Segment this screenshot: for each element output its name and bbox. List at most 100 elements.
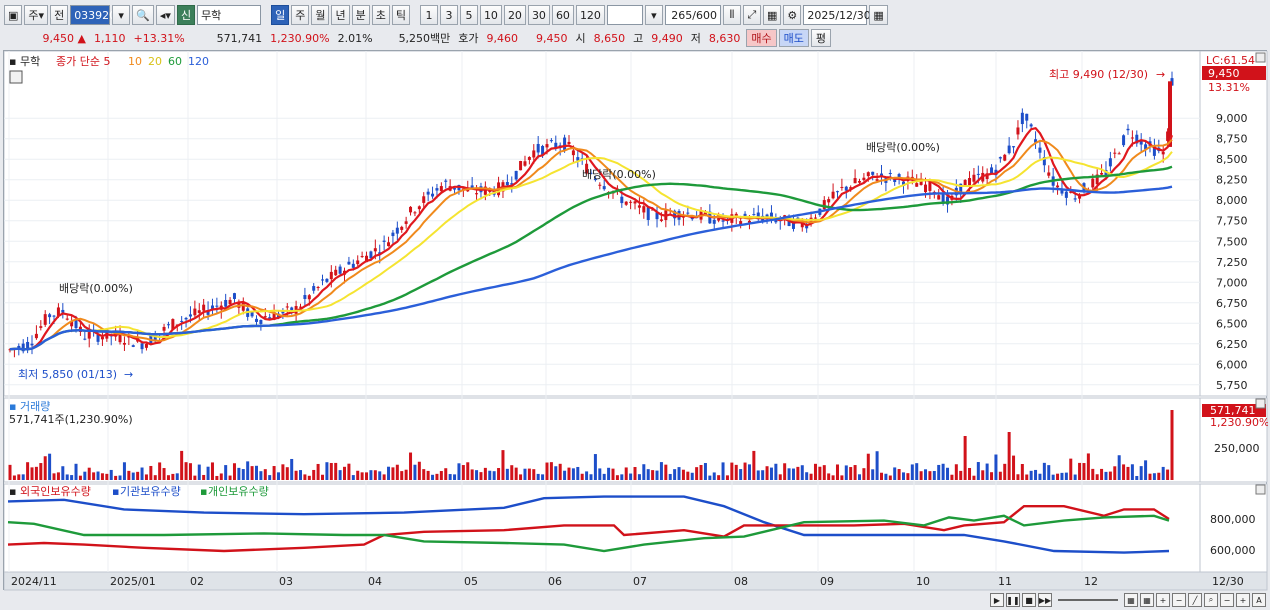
interval-120[interactable]: 120	[575, 5, 605, 25]
candle-body	[791, 218, 795, 229]
fast-forward-icon[interactable]: ▶▶	[1038, 593, 1052, 607]
speaker-icon[interactable]: ◂▾	[155, 5, 175, 25]
candle-body	[545, 144, 549, 148]
interval-20[interactable]: 20	[503, 5, 526, 25]
volume-bar	[303, 474, 307, 480]
volume-bar	[422, 469, 426, 480]
volume-bar	[475, 470, 479, 480]
volume-bar	[541, 474, 545, 480]
chart-panel[interactable]: ▪ 무학 종가 단순 5 10 20 60 120 LC:61.54 9,450…	[3, 50, 1268, 591]
candle-body	[475, 193, 479, 195]
layout-icon[interactable]: ▦	[1124, 593, 1138, 607]
zoom-in-icon[interactable]: +	[1156, 593, 1170, 607]
current-price: 9,450 ▲	[0, 32, 90, 45]
interval-10[interactable]: 10	[479, 5, 502, 25]
calendar-icon[interactable]: ▦	[869, 5, 888, 25]
tab-day[interactable]: 일	[271, 5, 290, 25]
high-arrow-icon: →	[1156, 68, 1165, 81]
crosshair-icon[interactable]: ⤢	[742, 5, 761, 25]
tab-minute[interactable]: 분	[351, 5, 370, 25]
stock-chart[interactable]: ▪ 무학 종가 단순 5 10 20 60 120 LC:61.54 9,450…	[4, 51, 1268, 591]
grid-icon[interactable]: ▦	[1140, 593, 1154, 607]
tab-month[interactable]: 월	[311, 5, 330, 25]
buy-button[interactable]: 매수	[746, 29, 777, 47]
volume-bar	[1108, 471, 1112, 480]
candle-body	[188, 314, 192, 317]
count-field[interactable]: 265/600	[664, 5, 721, 25]
draw-line-icon[interactable]: ╱	[1188, 593, 1202, 607]
interval-dropdown-icon[interactable]: ▾	[644, 5, 663, 25]
candle-body	[162, 326, 166, 331]
current-pct-tag: 13.31%	[1208, 81, 1250, 94]
window-menu-icon[interactable]: ▣	[4, 5, 23, 25]
tab-tick[interactable]: 틱	[391, 5, 410, 25]
period-select[interactable]: 주 ▾	[24, 5, 49, 25]
price-collapse-icon[interactable]	[1255, 52, 1266, 63]
candle-body	[629, 201, 633, 203]
plus-icon[interactable]: +	[1236, 593, 1250, 607]
interval-1[interactable]: 1	[419, 5, 438, 25]
minus-icon[interactable]: −	[1220, 593, 1234, 607]
zoom-slider[interactable]	[1058, 599, 1118, 601]
code-dropdown-icon[interactable]: ▾	[112, 5, 131, 25]
candle-body	[387, 242, 391, 247]
volume-bar	[188, 463, 192, 480]
count-value: 265	[671, 8, 693, 22]
tab-second[interactable]: 초	[371, 5, 390, 25]
interval-60[interactable]: 60	[551, 5, 574, 25]
interval-30[interactable]: 30	[527, 5, 550, 25]
interval-custom-input[interactable]	[606, 5, 643, 25]
volume-bar	[100, 473, 104, 480]
stock-name-field[interactable]: 무학	[197, 5, 262, 25]
candle-body	[272, 312, 276, 320]
candle-body	[470, 185, 474, 188]
volume-bar	[431, 474, 435, 480]
pause-icon[interactable]: ❚❚	[1006, 593, 1020, 607]
text-icon[interactable]: A	[1252, 593, 1266, 607]
volume-bar	[937, 464, 941, 480]
prev-button[interactable]: 전	[50, 5, 69, 25]
search-zoom-icon[interactable]: ⌕	[1204, 593, 1218, 607]
volume-bar	[563, 470, 567, 480]
eval-button[interactable]: 평	[810, 29, 832, 47]
candle-body	[1117, 153, 1121, 155]
play-icon[interactable]: ▶	[990, 593, 1004, 607]
price-ytick: 7,000	[1216, 276, 1248, 289]
price-panel	[4, 51, 1201, 397]
candle-body	[549, 140, 553, 142]
calculator-icon[interactable]	[9, 70, 23, 84]
candle-body	[395, 227, 399, 234]
volume-bar	[39, 463, 43, 480]
volume-bar	[391, 467, 395, 480]
zoom-out-icon[interactable]: −	[1172, 593, 1186, 607]
volume-bar	[607, 467, 611, 480]
volume-collapse-icon[interactable]	[1255, 398, 1266, 409]
interval-5[interactable]: 5	[459, 5, 478, 25]
holding-panel	[4, 483, 1201, 573]
volume-bar	[589, 474, 593, 480]
sell-button[interactable]: 매도	[778, 29, 809, 47]
volume-bar	[514, 467, 518, 480]
candle-body	[26, 341, 30, 349]
date-input[interactable]: 2025/12/30	[803, 5, 871, 25]
volume-bar	[681, 469, 685, 480]
volume-bar	[686, 471, 690, 480]
volume-bar	[34, 466, 38, 480]
holding-collapse-icon[interactable]	[1255, 484, 1266, 495]
tab-year[interactable]: 년	[331, 5, 350, 25]
gear-icon[interactable]: ⚙	[783, 5, 802, 25]
tab-week[interactable]: 주	[291, 5, 310, 25]
volume-bar	[1135, 475, 1139, 480]
save-icon[interactable]: ▦	[762, 5, 782, 25]
volume-bar	[725, 475, 729, 480]
volume-bar	[734, 464, 738, 480]
candle-body	[769, 212, 773, 220]
volume-bar	[1073, 474, 1077, 480]
candle-body	[862, 177, 866, 181]
search-icon[interactable]: 🔍	[132, 5, 154, 25]
interval-3[interactable]: 3	[439, 5, 458, 25]
stock-code-input[interactable]: 033920	[70, 5, 116, 25]
stop-icon[interactable]: ■	[1022, 593, 1036, 607]
legend-ma5: 종가 단순 5	[56, 55, 110, 68]
candle-type-icon[interactable]: ⫴	[722, 5, 741, 25]
